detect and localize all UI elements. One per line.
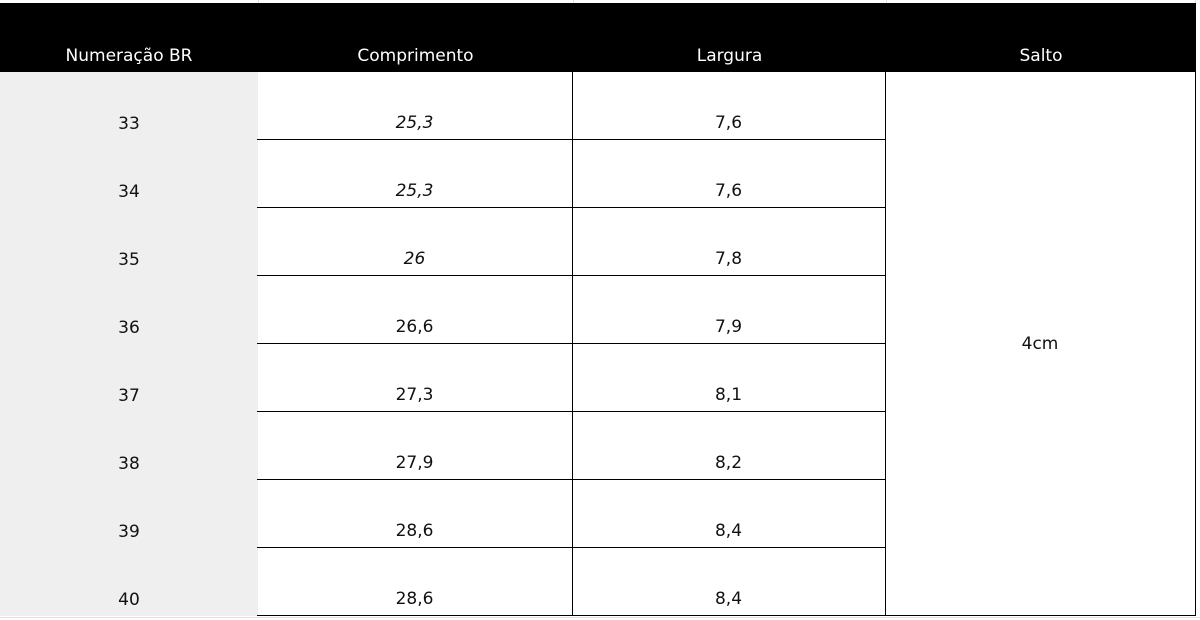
measure-cell: 27,3 [257, 344, 573, 412]
measure-cell: 28,6 [257, 480, 573, 548]
measure-cell: 26 [257, 208, 573, 276]
sheet-gridline [886, 0, 887, 3]
size-cell: 33 [0, 72, 258, 140]
size-cell: 38 [0, 412, 258, 480]
measure-cell: 7,6 [572, 140, 886, 208]
measure-cell: 7,9 [572, 276, 886, 344]
sheet-gridline [0, 617, 1200, 618]
sheet-gridline [258, 0, 259, 3]
measure-cell: 25,3 [257, 140, 573, 208]
measure-cell: 25,3 [257, 72, 573, 140]
measure-cell: 28,6 [257, 548, 573, 616]
column-header: Comprimento [258, 3, 573, 72]
column-header: Numeração BR [0, 3, 258, 72]
measure-cell: 27,9 [257, 412, 573, 480]
measure-cell: 8,4 [572, 548, 886, 616]
size-cell: 35 [0, 208, 258, 276]
size-cell: 37 [0, 344, 258, 412]
measure-cell: 7,8 [572, 208, 886, 276]
size-cell: 40 [0, 548, 258, 616]
column-header: Largura [573, 3, 886, 72]
measure-cell: 8,4 [572, 480, 886, 548]
size-cell: 39 [0, 480, 258, 548]
size-cell: 36 [0, 276, 258, 344]
sheet-gridline [1195, 0, 1196, 3]
measure-cell: 7,6 [572, 72, 886, 140]
column-header: Salto [886, 3, 1196, 72]
measure-cell: 8,1 [572, 344, 886, 412]
salto-cell: 4cm [885, 72, 1196, 616]
sheet-gridline [573, 0, 574, 3]
size-cell: 34 [0, 140, 258, 208]
measure-cell: 26,6 [257, 276, 573, 344]
measure-cell: 8,2 [572, 412, 886, 480]
